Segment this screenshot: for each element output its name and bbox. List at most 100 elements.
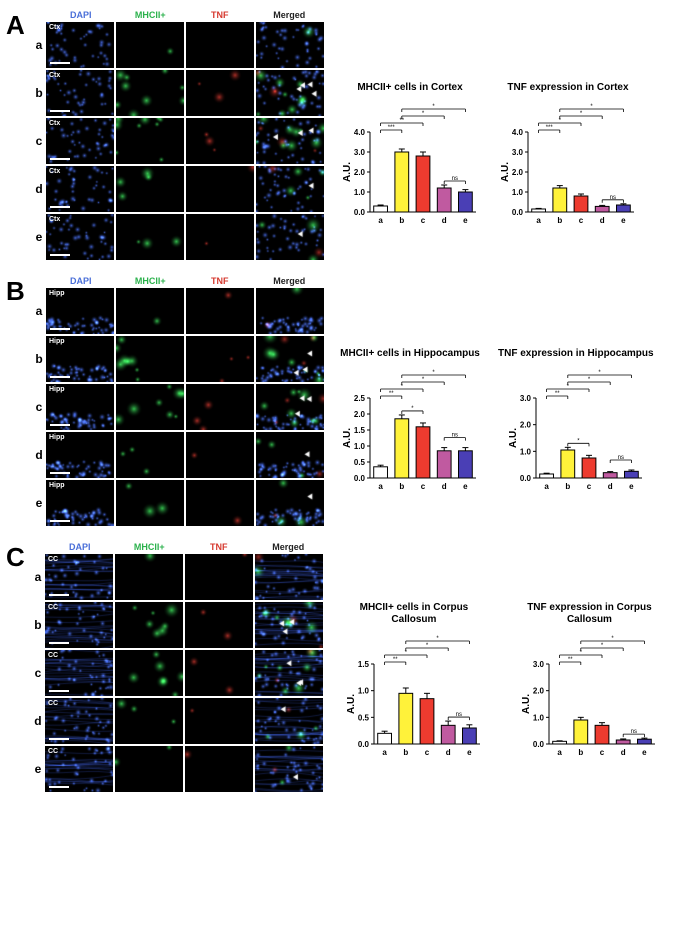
svg-text:d: d	[446, 748, 451, 757]
micrograph-cell-tnf	[185, 650, 253, 696]
micrograph-cell-tnf	[186, 22, 254, 68]
column-header-mhc: MHCII+	[116, 10, 186, 22]
region-tag: Ctx	[49, 120, 60, 127]
micrograph-cell-merged	[256, 432, 324, 478]
micrograph-cell-merged	[256, 22, 324, 68]
scale-bar	[50, 520, 70, 522]
micrograph-row: bCC	[31, 602, 323, 648]
micrograph-cell-mhc	[115, 602, 183, 648]
micrograph-cell-dapi: Hipp	[46, 432, 114, 478]
row-label: c	[32, 134, 46, 148]
micrograph-cell-merged	[256, 166, 324, 212]
region-tag: Ctx	[49, 216, 60, 223]
micrograph-cell-dapi: CC	[45, 698, 113, 744]
svg-text:e: e	[463, 482, 468, 491]
micrograph-cell-tnf	[186, 70, 254, 116]
svg-text:b: b	[557, 216, 562, 225]
scale-bar	[50, 472, 70, 474]
row-label: c	[32, 400, 46, 414]
micrograph-cell-mhc	[116, 432, 184, 478]
svg-text:2.0: 2.0	[354, 410, 366, 419]
micrograph-cell-dapi: CC	[45, 554, 113, 600]
region-tag: CC	[48, 604, 58, 611]
charts-area: MHCII+ cells in Cortex0.01.02.03.04.0A.U…	[340, 70, 638, 228]
panel-B: BDAPIMHCII+TNFMergedaHippbHippcHippdHipp…	[6, 276, 672, 528]
micrograph-cell-merged	[256, 480, 324, 526]
bar-chart: MHCII+ cells in Hippocampus0.00.51.01.52…	[340, 336, 480, 494]
svg-text:b: b	[399, 482, 404, 491]
scale-bar	[50, 328, 70, 330]
svg-text:a: a	[536, 216, 541, 225]
micrograph-cell-merged	[256, 214, 324, 260]
svg-text:c: c	[587, 482, 592, 491]
svg-text:2.0: 2.0	[533, 687, 545, 696]
svg-text:b: b	[399, 216, 404, 225]
svg-text:c: c	[425, 748, 430, 757]
scale-bar	[50, 376, 70, 378]
charts-area: MHCII+ cells in Corpus Callosum0.00.51.0…	[339, 602, 672, 760]
micrograph-cell-tnf	[186, 336, 254, 382]
scale-bar	[49, 642, 69, 644]
bar-chart: MHCII+ cells in Corpus Callosum0.00.51.0…	[339, 602, 489, 760]
column-header-tnf: TNF	[185, 10, 255, 22]
micrograph-row: cCtx	[32, 118, 324, 164]
micrograph-cell-dapi: Ctx	[46, 214, 114, 260]
svg-text:3.0: 3.0	[520, 394, 532, 403]
micrograph-cell-mhc	[115, 746, 183, 792]
svg-text:1.0: 1.0	[354, 188, 366, 197]
svg-text:1.0: 1.0	[520, 447, 532, 456]
chart-title: MHCII+ cells in Cortex	[357, 70, 462, 94]
region-tag: Hipp	[49, 386, 65, 393]
chart-title: MHCII+ cells in Hippocampus	[340, 336, 480, 360]
micrograph-row: bHipp	[32, 336, 324, 382]
micrograph-row: bCtx	[32, 70, 324, 116]
column-header-mhc: MHCII+	[114, 542, 184, 554]
micrograph-grid: DAPIMHCII+TNFMergedaHippbHippcHippdHippe…	[32, 276, 324, 528]
micrograph-cell-tnf	[186, 118, 254, 164]
svg-text:2.0: 2.0	[512, 168, 524, 177]
micrograph-cell-merged	[256, 336, 324, 382]
svg-text:a: a	[382, 748, 387, 757]
svg-text:d: d	[600, 216, 605, 225]
svg-text:3.0: 3.0	[533, 660, 545, 669]
svg-text:d: d	[442, 216, 447, 225]
svg-text:0.0: 0.0	[533, 740, 545, 749]
chart-svg-wrap: 0.01.02.03.04.0A.U.abcde******ns	[498, 98, 638, 228]
svg-text:A.U.: A.U.	[346, 694, 357, 714]
micrograph-cell-dapi: Hipp	[46, 384, 114, 430]
row-label: d	[32, 448, 46, 462]
svg-text:2.5: 2.5	[354, 394, 366, 403]
row-label: a	[32, 304, 46, 318]
chart-title: TNF expression in Cortex	[507, 70, 628, 94]
micrograph-cell-dapi: Ctx	[46, 70, 114, 116]
micrograph-cell-dapi: Hipp	[46, 288, 114, 334]
svg-text:ns: ns	[452, 433, 458, 439]
panel-A: ADAPIMHCII+TNFMergedaCtxbCtxcCtxdCtxeCtx…	[6, 10, 672, 262]
micrograph-cell-dapi: CC	[45, 746, 113, 792]
micrograph-row: eCC	[31, 746, 323, 792]
svg-text:A.U.: A.U.	[342, 162, 353, 182]
row-label: e	[32, 230, 46, 244]
region-tag: Hipp	[49, 434, 65, 441]
micrograph-cell-merged	[256, 70, 324, 116]
row-label: b	[32, 86, 46, 100]
chart-title: TNF expression in Corpus Callosum	[507, 602, 672, 626]
micrograph-row: cHipp	[32, 384, 324, 430]
svg-text:a: a	[544, 482, 549, 491]
svg-text:c: c	[600, 748, 605, 757]
chart-svg-wrap: 0.01.02.03.0A.U.abcde******ns	[506, 364, 646, 494]
micrograph-grid: DAPIMHCII+TNFMergedaCCbCCcCCdCCeCC	[31, 542, 323, 794]
column-header-dapi: DAPI	[46, 10, 116, 22]
micrograph-cell-tnf	[186, 288, 254, 334]
svg-text:2.0: 2.0	[354, 168, 366, 177]
chart-svg-wrap: 0.01.02.03.04.0A.U.abcde*******ns	[340, 98, 480, 228]
bar-chart: TNF expression in Corpus Callosum0.01.02…	[507, 602, 672, 760]
micrograph-cell-dapi: Hipp	[46, 336, 114, 382]
scale-bar	[50, 62, 70, 64]
svg-text:a: a	[378, 216, 383, 225]
svg-text:A.U.: A.U.	[500, 162, 511, 182]
micrograph-row: eCtx	[32, 214, 324, 260]
micrograph-cell-tnf	[185, 698, 253, 744]
svg-text:e: e	[621, 216, 626, 225]
svg-text:0.0: 0.0	[512, 208, 524, 217]
